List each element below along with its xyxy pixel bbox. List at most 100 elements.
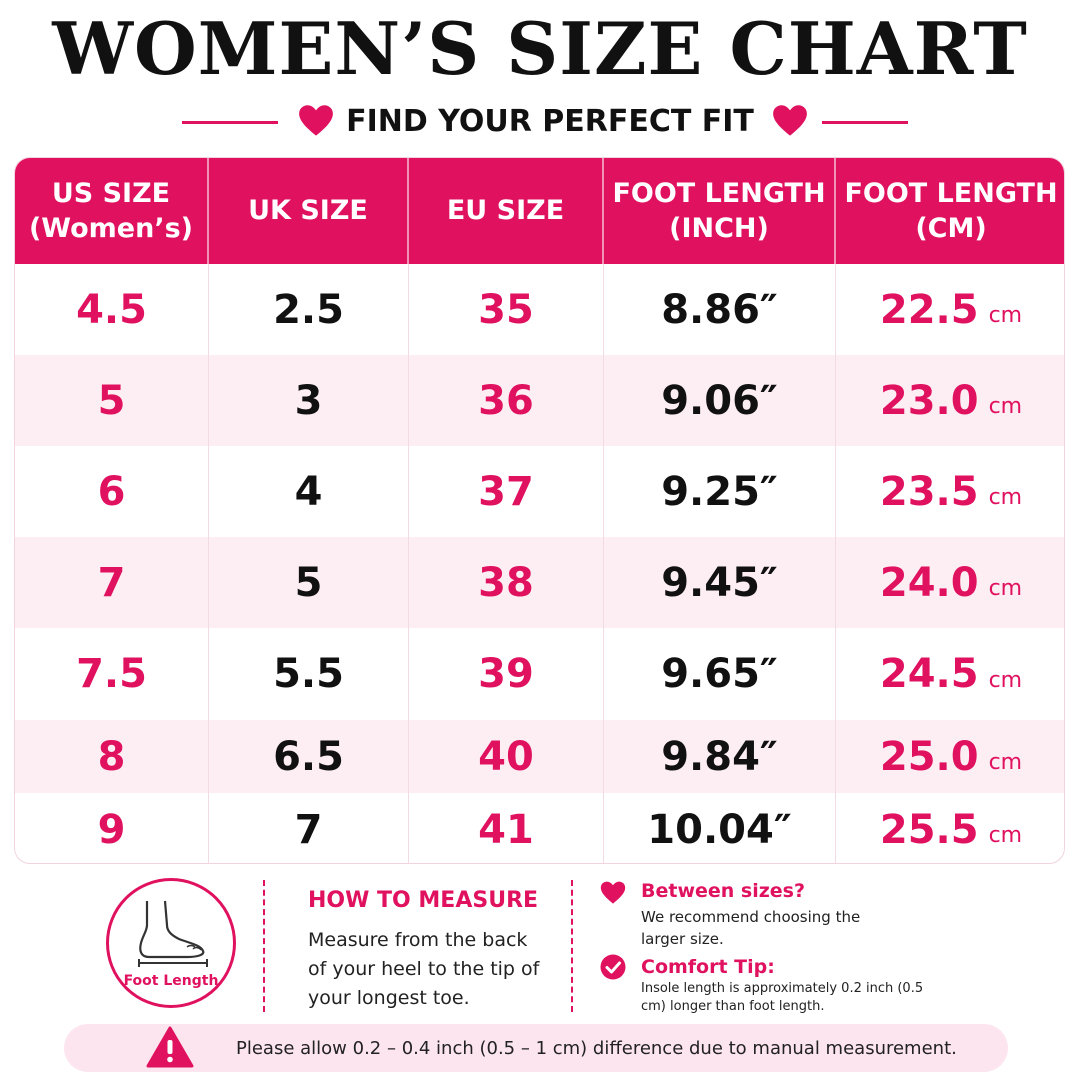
table-row: 7 5 38 9.45″ 24.0 cm	[15, 537, 1064, 628]
subtitle-divider-left	[182, 121, 278, 124]
cell-eu-size: 41	[409, 793, 604, 863]
cell-us-size: 7	[15, 537, 209, 628]
cell-value: 4.5	[76, 286, 147, 333]
cell-value: 10.04″	[647, 806, 792, 853]
cell-value: 9.84″	[661, 733, 778, 780]
cell-uk-size: 6.5	[209, 720, 409, 793]
cell-foot-length-cm: 24.0 cm	[836, 537, 1064, 628]
table-header: US SIZE (Women’s) UK SIZE EU SIZE FOOT L…	[15, 158, 1064, 264]
cell-value: 6.5	[273, 733, 344, 780]
cell-value: 25.5	[879, 806, 979, 853]
table-row: 6 4 37 9.25″ 23.5 cm	[15, 446, 1064, 537]
tip-title-between-sizes: Between sizes?	[641, 880, 806, 902]
table-row: 7.5 5.5 39 9.65″ 24.5 cm	[15, 628, 1064, 720]
how-to-measure-text: Measure from the back of your heel to th…	[308, 929, 540, 1009]
cell-unit: cm	[988, 667, 1023, 693]
tip-title-comfort: Comfort Tip:	[641, 956, 775, 978]
check-circle-icon	[600, 954, 626, 980]
cell-unit: cm	[988, 750, 1023, 775]
column-header-foot-length-cm: FOOT LENGTH (CM)	[836, 158, 1064, 264]
cell-foot-length-inch: 9.25″	[604, 446, 836, 537]
cell-value: 39	[478, 651, 534, 697]
section-divider	[263, 880, 265, 1012]
cell-value: 5	[97, 377, 126, 424]
section-divider	[571, 880, 573, 1012]
heart-icon	[600, 881, 626, 904]
disclaimer-text: Please allow 0.2 – 0.4 inch (0.5 – 1 cm)…	[236, 1038, 957, 1059]
cell-us-size: 4.5	[15, 264, 209, 355]
cell-value: 8.86″	[661, 286, 778, 333]
cell-eu-size: 36	[409, 355, 604, 446]
cell-value: 9	[97, 806, 126, 853]
table-row: 9 7 41 10.04″ 25.5 cm	[15, 793, 1064, 863]
cell-uk-size: 3	[209, 355, 409, 446]
cell-value: 37	[478, 468, 534, 515]
cell-foot-length-cm: 22.5 cm	[836, 264, 1064, 355]
cell-uk-size: 5.5	[209, 628, 409, 720]
size-table: US SIZE (Women’s) UK SIZE EU SIZE FOOT L…	[14, 157, 1065, 864]
cell-value: 9.25″	[661, 468, 778, 515]
column-header-line: EU SIZE	[446, 195, 565, 227]
column-header-uk-size: UK SIZE	[209, 158, 409, 264]
cell-eu-size: 39	[409, 628, 604, 720]
cell-value: 22.5	[879, 286, 979, 333]
cell-value: 36	[478, 377, 534, 424]
cell-value: 6	[97, 468, 126, 515]
cell-foot-length-cm: 25.0 cm	[836, 720, 1064, 793]
heart-icon	[773, 105, 807, 136]
column-header-line: FOOT LENGTH	[612, 177, 826, 209]
cell-value: 38	[478, 559, 534, 606]
how-to-measure-title: HOW TO MEASURE	[308, 888, 539, 913]
heart-icon	[299, 105, 333, 136]
cell-us-size: 6	[15, 446, 209, 537]
foot-length-label: Foot Length	[123, 973, 219, 989]
cell-value: 9.65″	[661, 651, 778, 697]
cell-eu-size: 40	[409, 720, 604, 793]
cell-value: 7	[97, 559, 126, 606]
cell-value: 4	[294, 468, 323, 515]
cell-foot-length-inch: 10.04″	[604, 793, 836, 863]
subtitle-row: FIND YOUR PERFECT FIT	[0, 100, 1080, 144]
column-header-subline: (INCH)	[669, 213, 769, 244]
page-subtitle: FIND YOUR PERFECT FIT	[346, 104, 754, 139]
table-body: 4.5 2.5 35 8.86″ 22.5 cm 5 3 36 9.06″ 23.0 cm 6 4 37 9.…	[15, 264, 1064, 863]
cell-value: 41	[478, 806, 534, 853]
cell-foot-length-cm: 25.5 cm	[836, 793, 1064, 863]
cell-value: 23.5	[879, 468, 979, 515]
cell-uk-size: 2.5	[209, 264, 409, 355]
cell-eu-size: 38	[409, 537, 604, 628]
column-header-line: UK SIZE	[248, 195, 368, 227]
cell-value: 5.5	[273, 651, 344, 697]
cell-foot-length-inch: 9.06″	[604, 355, 836, 446]
cell-unit: cm	[988, 394, 1023, 419]
column-header-subline: (Women’s)	[28, 213, 194, 244]
cell-us-size: 8	[15, 720, 209, 793]
column-header-foot-length-inch: FOOT LENGTH (INCH)	[604, 158, 836, 264]
cell-unit: cm	[988, 823, 1023, 848]
foot-icon	[138, 900, 208, 967]
column-header-line: FOOT LENGTH	[844, 177, 1058, 209]
cell-value: 24.5	[879, 651, 979, 697]
cell-uk-size: 4	[209, 446, 409, 537]
table-row: 5 3 36 9.06″ 23.0 cm	[15, 355, 1064, 446]
column-header-us-size: US SIZE (Women’s)	[15, 158, 209, 264]
cell-foot-length-cm: 23.5 cm	[836, 446, 1064, 537]
cell-value: 35	[478, 286, 534, 333]
tip-text-comfort: Insole length is approximately 0.2 inch …	[641, 981, 924, 1014]
cell-foot-length-inch: 9.65″	[604, 628, 836, 720]
disclaimer-bar: Please allow 0.2 – 0.4 inch (0.5 – 1 cm)…	[64, 1024, 1008, 1072]
cell-uk-size: 7	[209, 793, 409, 863]
cell-unit: cm	[988, 485, 1023, 510]
cell-foot-length-inch: 8.86″	[604, 264, 836, 355]
cell-value: 23.0	[879, 377, 979, 424]
cell-value: 8	[97, 733, 126, 780]
tip-text-between-sizes: We recommend choosing the larger size.	[641, 908, 861, 948]
column-header-subline: (CM)	[915, 213, 987, 244]
cell-value: 25.0	[879, 733, 979, 780]
foot-measure-illustration: Foot Length	[106, 878, 236, 1008]
cell-value: 7.5	[76, 651, 147, 697]
cell-value: 24.0	[879, 559, 979, 606]
cell-value: 2.5	[273, 286, 344, 333]
warning-icon	[146, 1026, 194, 1068]
cell-unit: cm	[988, 576, 1023, 601]
